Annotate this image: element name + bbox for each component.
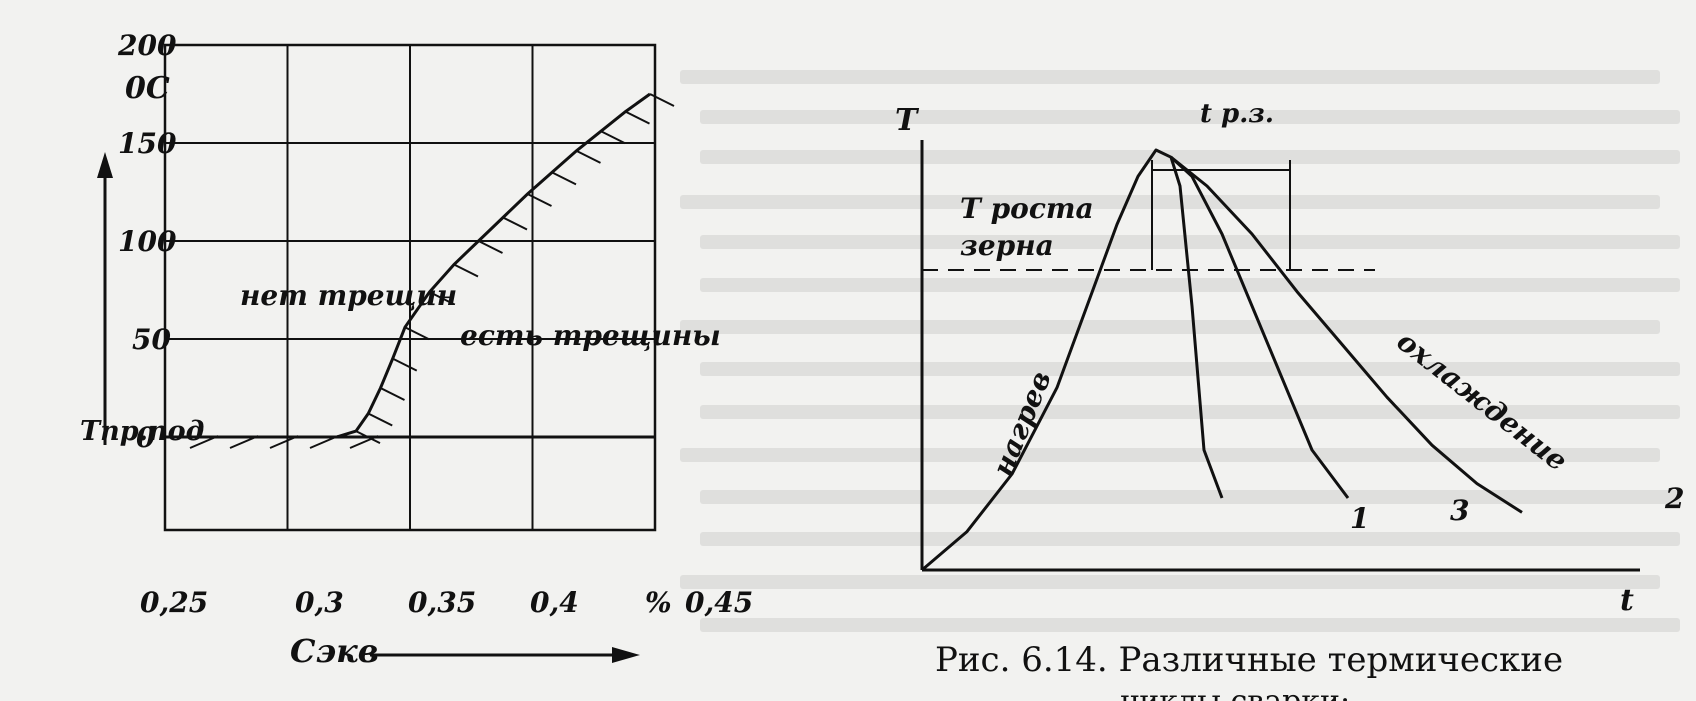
hatch-tick: [355, 430, 381, 445]
crack-chart-hatching: [189, 93, 675, 449]
hatch-tick: [380, 387, 405, 401]
bleed-text-line: [700, 235, 1680, 249]
y-tick-label: 150: [118, 127, 177, 160]
hatch-tick: [453, 263, 479, 278]
x-tick-label: 0,4: [530, 586, 579, 619]
bleed-text-line: [700, 405, 1680, 419]
thermal-curve-3: [1169, 156, 1350, 499]
trz-label: t р.з.: [1200, 99, 1274, 129]
figure-caption: Рис. 6.14. Различные термические: [935, 640, 1564, 680]
hatch-tick: [625, 110, 650, 125]
crack-chart-grid: [163, 43, 657, 532]
hatch-tick: [502, 216, 528, 231]
region-label-cracks: есть трещины: [460, 319, 721, 352]
region-label-no-cracks: нет трещин: [240, 279, 457, 312]
y-tick-label: 50: [132, 323, 171, 356]
y-tick-label: 200: [117, 29, 177, 62]
thermal-cycle-curves: [921, 148, 1523, 572]
y-arrow-head-icon: [97, 152, 113, 178]
y-unit-label: 0C: [125, 71, 170, 106]
grain-growth-label-line1: Т роста: [960, 192, 1094, 225]
bleed-text-line: [680, 448, 1660, 462]
t-axis-label: Т: [895, 103, 920, 138]
hatch-tick: [349, 435, 379, 449]
bleed-text-line: [700, 618, 1680, 632]
bleed-text-line: [680, 195, 1660, 209]
crack-chart-x-ticks: 0,25 0,3 0,35 0,4 0,45: [140, 586, 753, 619]
thermal-curve-2: [1170, 156, 1523, 514]
hatch-tick: [478, 240, 503, 254]
bleed-text-line: [680, 70, 1660, 84]
background-text-bleed: [680, 70, 1680, 632]
hatch-tick: [367, 412, 393, 427]
time-axis-label: t: [1620, 583, 1634, 618]
figure-caption-continued: циклы сварки:: [1120, 684, 1350, 701]
hatch-tick: [404, 326, 430, 341]
hatch-tick: [576, 149, 601, 164]
y-tick-label: 0: [136, 421, 156, 454]
hatch-tick: [551, 171, 577, 186]
crack-boundary-curve: [165, 92, 651, 439]
hatch-tick: [527, 193, 552, 207]
t-preheat-label: Тпр.под: [80, 416, 204, 447]
x-tick-label: 0,25: [140, 586, 208, 619]
curve-label-1: 1: [1350, 502, 1369, 535]
heating-label: нагрев: [986, 366, 1058, 480]
x-tick-label: 0,45: [685, 586, 753, 619]
hatch-tick: [429, 291, 454, 305]
bleed-text-line: [680, 320, 1660, 334]
curve-number-labels: 1 2 3: [1350, 482, 1684, 535]
y-tick-label: 100: [118, 225, 177, 258]
thermal-curve-1: [921, 148, 1224, 572]
bleed-text-line: [700, 110, 1680, 124]
bleed-text-line: [700, 490, 1680, 504]
bleed-text-line: [680, 575, 1660, 589]
bleed-text-line: [700, 532, 1680, 546]
crack-chart-y-ticks: 0 50 100 150 200: [117, 29, 177, 454]
x-unit-label: %: [645, 586, 672, 619]
curve-label-2: 2: [1664, 482, 1684, 515]
bleed-text-line: [700, 150, 1680, 164]
bleed-text-line: [700, 362, 1680, 376]
grain-growth-label-line2: зерна: [960, 229, 1054, 262]
crack-chart: 0 50 100 150 200 0,25 0,3 0,35 0,4 0,45 0C Тпр.п…: [80, 29, 753, 670]
hatch-tick: [600, 130, 626, 145]
x-arrow-head-icon: [612, 647, 640, 663]
x-tick-label: 0,35: [408, 586, 476, 619]
curve-label-3: 3: [1450, 494, 1469, 527]
x-axis-label: Сэкв: [290, 632, 379, 670]
hatch-tick: [649, 93, 675, 107]
x-tick-label: 0,3: [295, 586, 344, 619]
hatch-tick: [392, 357, 418, 372]
